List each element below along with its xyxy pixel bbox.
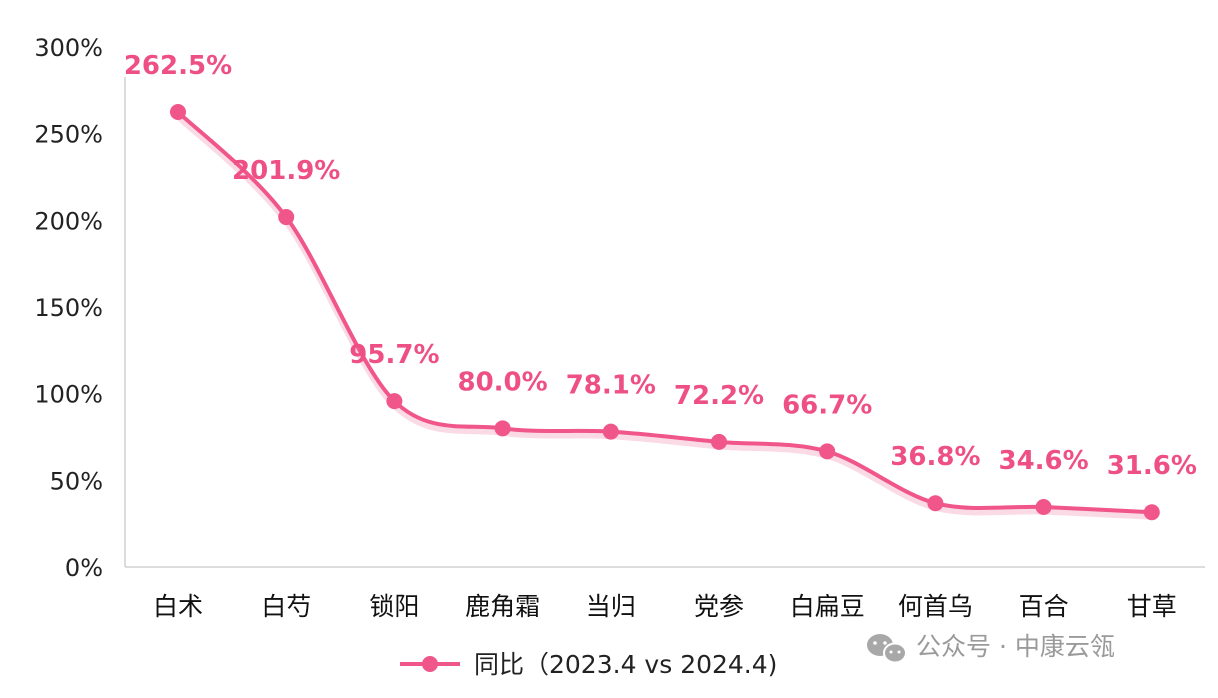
series-layer (170, 104, 1160, 521)
data-point (170, 104, 186, 120)
y-tick-label: 50% (50, 467, 103, 495)
data-labels: 262.5% 201.9% 95.7% 80.0% 78.1% 72.2% 66.7% 36.… (124, 51, 1197, 481)
data-label: 36.8% (890, 442, 980, 472)
axes (124, 77, 1205, 568)
x-tick-label: 白术 (153, 592, 203, 621)
legend-marker (422, 656, 438, 672)
data-point (278, 209, 295, 226)
data-label: 34.6% (998, 446, 1088, 476)
data-point (819, 443, 836, 460)
x-tick-label: 锁阳 (369, 592, 419, 621)
y-tick-label: 100% (34, 381, 103, 409)
watermark-text: 公众号 · 中康云瓴 (916, 632, 1115, 661)
data-label: 72.2% (674, 381, 764, 411)
data-label: 95.7% (349, 340, 439, 370)
wechat-icon (867, 634, 907, 664)
x-tick-label: 党参 (694, 592, 744, 621)
data-point (1035, 499, 1052, 516)
y-tick-label: 0% (65, 554, 103, 582)
y-tick-label: 150% (34, 294, 103, 322)
x-tick-label: 百合 (1019, 592, 1069, 621)
y-tick-label: 300% (34, 34, 103, 62)
legend: 同比（2023.4 vs 2024.4) (400, 650, 777, 679)
y-axis-ticks: 0% 50% 100% 150% 200% 250% 300% (34, 34, 103, 582)
data-point (711, 433, 727, 450)
x-tick-label: 鹿角霜 (465, 592, 540, 621)
legend-label: 同比（2023.4 vs 2024.4) (474, 650, 777, 679)
x-tick-label: 白芍 (261, 592, 311, 621)
y-tick-label: 200% (34, 207, 103, 235)
data-point (1143, 504, 1160, 521)
data-point (602, 423, 619, 440)
x-tick-label: 当归 (586, 592, 636, 621)
x-tick-label: 甘草 (1127, 592, 1177, 621)
data-label: 66.7% (782, 390, 872, 420)
data-label: 201.9% (232, 156, 340, 186)
watermark: 公众号 · 中康云瓴 (867, 632, 1115, 664)
data-point (927, 495, 944, 512)
y-tick-label: 250% (34, 121, 103, 149)
x-tick-label: 白扁豆 (790, 592, 865, 621)
x-axis-ticks: 白术 白芍 锁阳 鹿角霜 当归 党参 白扁豆 何首乌 百合 甘草 (153, 592, 1177, 621)
data-label: 80.0% (457, 367, 547, 397)
data-label: 262.5% (124, 51, 232, 81)
data-label: 78.1% (566, 371, 656, 401)
data-label: 31.6% (1107, 451, 1197, 481)
data-point (494, 420, 511, 437)
series-line (176, 110, 1154, 515)
data-point (386, 393, 403, 410)
x-tick-label: 何首乌 (898, 592, 973, 621)
